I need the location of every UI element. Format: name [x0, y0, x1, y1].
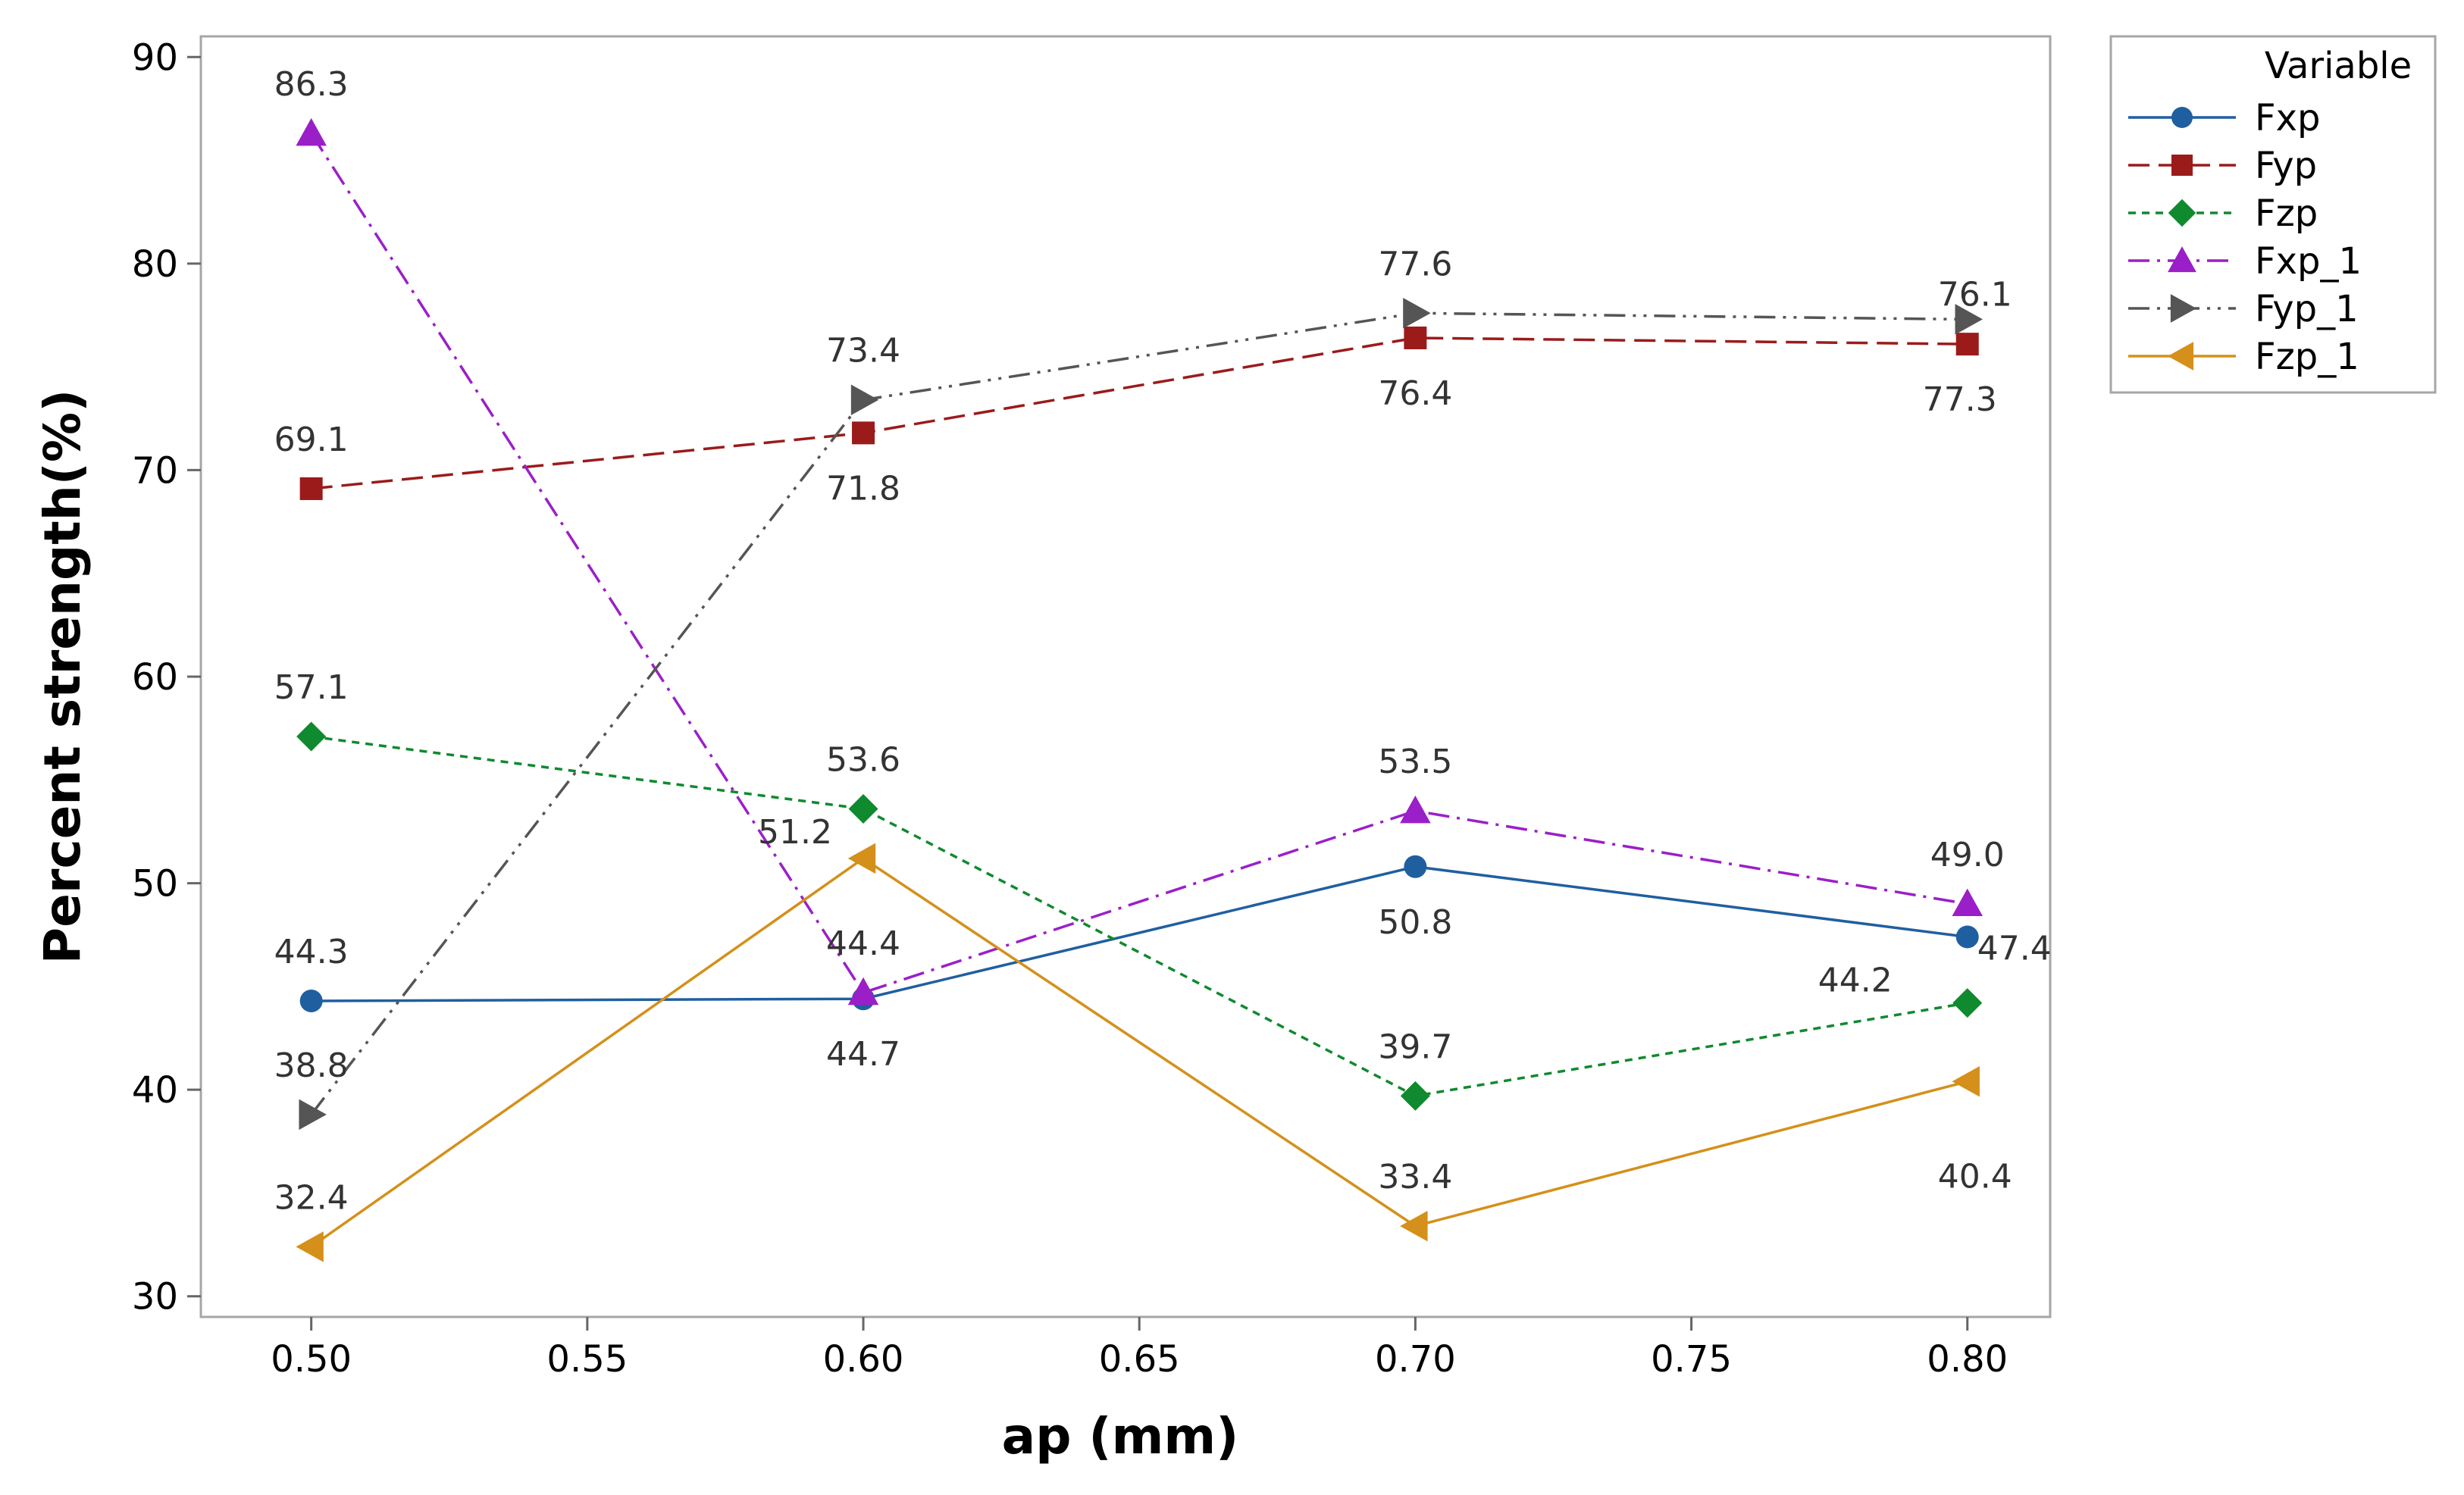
plot-frame — [199, 35, 2052, 1318]
legend-marker — [2168, 342, 2194, 371]
point-fzp-1 — [847, 843, 876, 874]
data-label-fzp: 44.2 — [1818, 962, 1893, 1000]
series-line-fyp — [311, 336, 1968, 490]
legend-label: Fyp — [2255, 145, 2317, 187]
data-label-fyp-1: 38.8 — [274, 1046, 349, 1085]
data-label-fxp: 50.8 — [1378, 903, 1452, 942]
legend-marker — [2171, 107, 2193, 128]
data-label-fxp-1: 53.5 — [1378, 743, 1452, 781]
data-label-fxp-1: 49.0 — [1930, 836, 2005, 874]
point-fyp — [1955, 333, 1979, 356]
data-label-fxp-1: 86.3 — [274, 65, 349, 104]
legend-title: Variable — [2265, 45, 2412, 87]
legend-label: Fxp_1 — [2255, 240, 2362, 283]
series-line-fzp — [311, 735, 1968, 1098]
x-tick-label: 0.65 — [1099, 1338, 1180, 1381]
data-label-fyp: 76.4 — [1378, 374, 1452, 413]
data-label-fyp: 77.3 — [1923, 380, 1997, 419]
legend-label: Fyp_1 — [2255, 288, 2359, 330]
point-fyp — [1404, 326, 1427, 349]
data-label-fyp-1: 73.4 — [826, 332, 900, 371]
legend-label: Fzp — [2255, 192, 2318, 235]
data-label-fyp-1: 76.1 — [1938, 275, 2012, 314]
point-fzp — [848, 793, 878, 824]
point-fzp — [1952, 988, 1983, 1018]
x-axis: 0.50 0.55 0.60 0.65 0.70 0.75 0.80 — [271, 1317, 2008, 1381]
data-label-fzp-1: 33.4 — [1378, 1158, 1452, 1196]
data-label-fxp: 44.3 — [274, 933, 349, 971]
data-label-fzp-1: 40.4 — [1938, 1157, 2012, 1196]
legend: Variable Fxp Fyp Fzp Fxp_1 Fyp_1 Fzp_1 — [2109, 35, 2437, 394]
y-tick-label: 60 — [132, 656, 178, 699]
point-fzp — [296, 721, 327, 752]
data-label-fxp: 44.7 — [826, 1035, 900, 1074]
y-tick-label: 80 — [132, 243, 178, 286]
point-fzp-1 — [296, 1231, 324, 1262]
series-markers — [296, 117, 1983, 1262]
point-fxp — [1404, 855, 1427, 878]
point-fzp — [1400, 1081, 1430, 1111]
data-label-fxp-1: 44.4 — [826, 924, 900, 963]
legend-box — [2109, 35, 2437, 394]
data-label-fzp: 57.1 — [274, 668, 349, 707]
x-axis-title: ap (mm) — [1002, 1407, 1239, 1465]
point-fyp — [299, 477, 323, 500]
data-label-fzp: 39.7 — [1378, 1027, 1452, 1066]
data-label-fzp-1: 51.2 — [758, 813, 832, 852]
legend-label: Fxp — [2255, 97, 2320, 139]
data-label-fzp: 53.6 — [826, 740, 900, 779]
series-line-fxp-1 — [310, 133, 1968, 995]
legend-marker — [2168, 246, 2196, 273]
point-fzp-1 — [1952, 1066, 1980, 1097]
y-axis-title: Percent strength(%) — [33, 389, 92, 964]
x-tick-label: 0.80 — [1927, 1338, 2008, 1381]
point-fyp-1 — [1955, 304, 1983, 335]
point-fxp — [299, 989, 323, 1012]
legend-marker — [2170, 294, 2196, 323]
legend-marker — [2171, 155, 2193, 176]
legend-marker — [2168, 199, 2196, 227]
x-tick-label: 0.75 — [1651, 1338, 1732, 1381]
point-fxp-1 — [296, 117, 327, 146]
series-line-fzp-1 — [310, 856, 1968, 1248]
point-fxp — [1955, 925, 1979, 949]
data-label-fxp: 47.4 — [1977, 929, 2052, 968]
point-fyp-1 — [1403, 298, 1431, 329]
point-fxp-1 — [1952, 888, 1983, 917]
y-tick-label: 70 — [132, 449, 178, 492]
x-tick-label: 0.55 — [546, 1338, 628, 1381]
data-label-fyp: 69.1 — [274, 421, 349, 459]
x-tick-label: 0.70 — [1375, 1338, 1456, 1381]
y-axis: 30 40 50 60 70 80 90 — [132, 36, 201, 1318]
series-line-fxp — [311, 865, 1968, 1002]
series-line-fyp-1 — [310, 311, 1968, 1115]
x-tick-label: 0.50 — [271, 1338, 352, 1381]
y-tick-label: 30 — [132, 1276, 178, 1318]
legend-label: Fzp_1 — [2255, 336, 2359, 378]
data-label-fzp-1: 32.4 — [274, 1178, 349, 1217]
point-fyp-1 — [299, 1099, 327, 1131]
point-fzp-1 — [1400, 1210, 1428, 1242]
series-lines — [310, 133, 1968, 1248]
point-fyp-1 — [850, 384, 879, 415]
legend-items: Fxp Fyp Fzp Fxp_1 Fyp_1 Fzp_1 — [2128, 97, 2362, 378]
y-tick-label: 90 — [132, 36, 178, 79]
point-fxp-1 — [847, 977, 879, 1006]
point-fxp-1 — [1400, 795, 1431, 824]
point-fyp — [852, 421, 875, 445]
y-tick-label: 50 — [132, 863, 178, 905]
x-tick-label: 0.60 — [823, 1338, 904, 1381]
data-label-fyp-1: 77.6 — [1378, 245, 1452, 283]
data-label-fyp: 71.8 — [826, 469, 900, 508]
data-labels: 44.3 44.7 50.8 47.4 69.1 71.8 76.4 77.3 57.1 53.6… — [274, 65, 2052, 1217]
y-tick-label: 40 — [132, 1069, 178, 1112]
